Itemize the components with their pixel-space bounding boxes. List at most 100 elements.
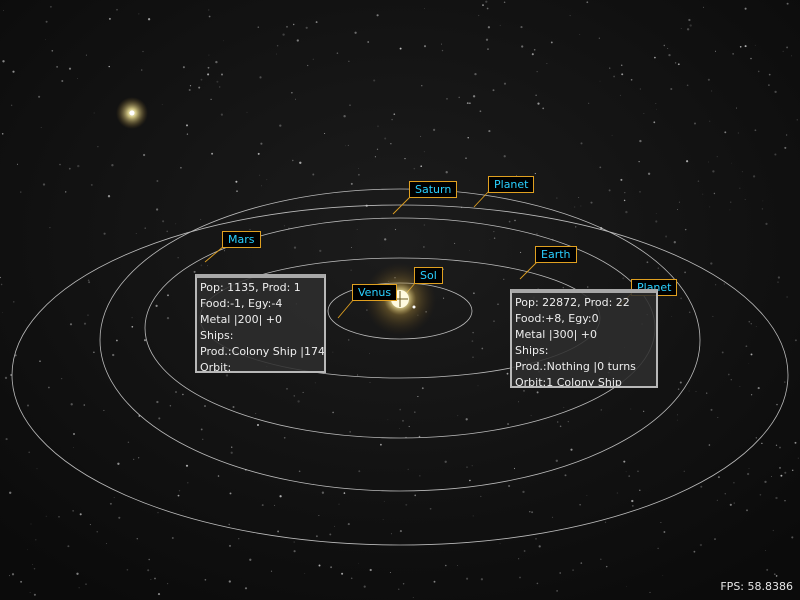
background-star	[1, 312, 3, 313]
background-star	[750, 57, 752, 60]
background-star	[472, 331, 474, 334]
background-star	[28, 451, 31, 454]
distant-star-core	[129, 110, 135, 116]
leader-line	[473, 190, 490, 208]
background-star	[231, 446, 233, 448]
planet-marker[interactable]	[412, 305, 416, 309]
background-star	[794, 441, 797, 444]
background-star	[649, 591, 651, 593]
background-star	[599, 166, 602, 169]
background-star	[706, 392, 708, 394]
background-star	[622, 277, 625, 280]
background-star	[347, 144, 349, 146]
background-star	[444, 460, 447, 463]
background-star	[445, 564, 447, 567]
background-star	[161, 104, 163, 106]
background-star	[357, 374, 359, 376]
label-planet-outer[interactable]: Planet	[488, 176, 535, 193]
background-star	[216, 80, 219, 83]
background-star	[503, 82, 507, 85]
background-star	[480, 495, 482, 497]
background-star	[472, 356, 474, 358]
background-star	[779, 466, 781, 469]
background-star	[481, 347, 484, 350]
background-star	[702, 6, 705, 8]
background-star	[737, 132, 739, 134]
background-star	[198, 86, 201, 89]
background-star	[384, 137, 387, 140]
background-star	[182, 66, 185, 69]
background-star	[503, 155, 506, 158]
background-star	[748, 363, 750, 364]
background-star	[588, 102, 590, 104]
background-star	[442, 268, 445, 270]
background-star	[150, 579, 152, 580]
background-star	[625, 210, 628, 214]
background-star	[144, 227, 146, 229]
background-star	[521, 45, 524, 48]
background-star	[423, 8, 425, 9]
background-star	[27, 549, 28, 551]
background-star	[797, 457, 799, 459]
background-star	[735, 107, 738, 109]
background-star	[762, 200, 764, 202]
background-star	[683, 470, 685, 472]
background-star	[88, 281, 91, 284]
label-earth[interactable]: Earth	[535, 246, 577, 263]
background-star	[390, 143, 392, 145]
background-star	[332, 351, 334, 353]
background-star	[211, 152, 214, 155]
background-star	[157, 511, 159, 514]
label-mars[interactable]: Mars	[222, 231, 261, 248]
background-star	[676, 414, 678, 416]
background-star	[739, 45, 742, 48]
background-star	[712, 315, 714, 317]
background-star	[356, 229, 358, 231]
background-star	[148, 558, 150, 561]
background-star	[0, 283, 3, 286]
background-star	[399, 47, 402, 50]
background-star	[10, 104, 13, 107]
background-star	[11, 573, 15, 576]
background-star	[421, 387, 424, 390]
background-star	[282, 33, 285, 36]
background-star	[96, 531, 98, 533]
background-star	[748, 320, 751, 323]
background-star	[187, 482, 189, 484]
background-star	[499, 24, 501, 26]
background-star	[660, 522, 662, 523]
background-star	[586, 495, 588, 496]
background-star	[454, 242, 456, 244]
label-saturn[interactable]: Saturn	[409, 181, 458, 198]
background-star	[215, 60, 218, 64]
background-star	[286, 388, 288, 390]
background-star	[368, 353, 370, 354]
background-star	[399, 428, 401, 430]
background-star	[228, 580, 231, 583]
background-star	[791, 469, 794, 472]
background-star	[465, 418, 468, 421]
background-star	[750, 323, 752, 325]
background-star	[536, 391, 539, 394]
leader-line	[204, 245, 225, 263]
background-star	[193, 270, 196, 273]
background-star	[562, 286, 565, 289]
background-star	[766, 568, 769, 571]
background-star	[109, 502, 112, 505]
background-star	[155, 208, 159, 211]
background-star	[779, 446, 781, 449]
background-star	[329, 533, 332, 536]
background-star	[93, 351, 95, 354]
background-star	[752, 175, 756, 178]
background-star	[399, 408, 401, 411]
background-star	[283, 436, 286, 439]
label-sol[interactable]: Sol	[414, 267, 443, 284]
background-star	[519, 576, 521, 579]
background-star	[678, 201, 680, 203]
background-star	[531, 511, 534, 514]
background-star	[777, 281, 779, 283]
background-star	[376, 14, 379, 17]
background-star	[347, 523, 350, 526]
label-venus[interactable]: Venus	[352, 284, 398, 301]
